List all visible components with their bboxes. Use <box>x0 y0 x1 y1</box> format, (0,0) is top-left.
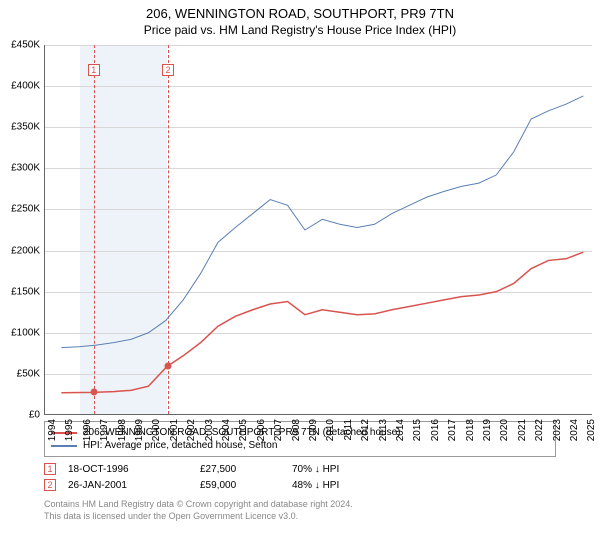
x-tick-label: 2021 <box>517 419 528 441</box>
x-tick-label: 1994 <box>47 419 58 441</box>
y-tick-label: £0 <box>29 410 40 421</box>
x-tick-label: 1999 <box>134 419 145 441</box>
sale-price: £59,000 <box>200 480 280 491</box>
license-line-2: This data is licensed under the Open Gov… <box>44 511 556 523</box>
x-tick-label: 2022 <box>534 419 545 441</box>
data-point-marker <box>90 389 97 396</box>
x-tick-label: 2011 <box>343 419 354 441</box>
y-tick-label: £400K <box>11 81 40 92</box>
y-tick-label: £100K <box>11 327 40 338</box>
y-tick-label: £450K <box>11 40 40 51</box>
x-tick-label: 2001 <box>169 419 180 441</box>
x-tick-label: 2013 <box>378 419 389 441</box>
x-tick-label: 2019 <box>482 419 493 441</box>
license-text: Contains HM Land Registry data © Crown c… <box>44 499 556 522</box>
x-tick-label: 2004 <box>221 419 232 441</box>
license-line-1: Contains HM Land Registry data © Crown c… <box>44 499 556 511</box>
page-subtitle: Price paid vs. HM Land Registry's House … <box>0 21 600 41</box>
y-tick-label: £350K <box>11 122 40 133</box>
sales-table: 1 18-OCT-1996 £27,500 70% ↓ HPI 2 26-JAN-2001… <box>44 461 556 493</box>
plot-area: 12 <box>44 45 592 415</box>
x-tick-label: 1997 <box>99 419 110 441</box>
x-tick-label: 2007 <box>273 419 284 441</box>
sale-pct: 48% ↓ HPI <box>292 480 392 491</box>
x-tick-label: 2024 <box>569 419 580 441</box>
x-tick-label: 2009 <box>308 419 319 441</box>
x-tick-label: 2012 <box>360 419 371 441</box>
sale-price: £27,500 <box>200 464 280 475</box>
sale-marker: 2 <box>44 479 56 491</box>
sale-date: 18-OCT-1996 <box>68 464 188 475</box>
y-tick-label: £150K <box>11 286 40 297</box>
x-tick-label: 1998 <box>117 419 128 441</box>
x-tick-label: 1995 <box>64 419 75 441</box>
x-tick-label: 2025 <box>586 419 597 441</box>
x-tick-label: 2000 <box>151 419 162 441</box>
x-tick-label: 2016 <box>430 419 441 441</box>
x-tick-label: 2002 <box>186 419 197 441</box>
y-tick-label: £200K <box>11 245 40 256</box>
x-tick-label: 2023 <box>552 419 563 441</box>
x-tick-label: 2005 <box>238 419 249 441</box>
x-tick-label: 2015 <box>412 419 423 441</box>
y-tick-label: £50K <box>17 368 40 379</box>
chart: 12 £0£50K£100K£150K£200K£250K£300K£350K£… <box>44 45 592 415</box>
x-tick-label: 2003 <box>204 419 215 441</box>
x-tick-label: 2010 <box>325 419 336 441</box>
chart-marker-box: 2 <box>162 64 174 76</box>
sale-pct: 70% ↓ HPI <box>292 464 392 475</box>
legend-label: HPI: Average price, detached house, Seft… <box>83 440 277 451</box>
chart-marker-box: 1 <box>88 64 100 76</box>
x-tick-label: 2018 <box>465 419 476 441</box>
sale-marker: 1 <box>44 463 56 475</box>
y-tick-label: £300K <box>11 163 40 174</box>
sale-row: 2 26-JAN-2001 £59,000 48% ↓ HPI <box>44 477 556 493</box>
sale-date: 26-JAN-2001 <box>68 480 188 491</box>
x-tick-label: 2020 <box>499 419 510 441</box>
page-title: 206, WENNINGTON ROAD, SOUTHPORT, PR9 7TN <box>0 0 600 21</box>
x-tick-label: 2017 <box>447 419 458 441</box>
data-point-marker <box>164 363 171 370</box>
y-tick-label: £250K <box>11 204 40 215</box>
x-tick-label: 1996 <box>82 419 93 441</box>
x-tick-label: 2014 <box>395 419 406 441</box>
sale-row: 1 18-OCT-1996 £27,500 70% ↓ HPI <box>44 461 556 477</box>
x-tick-label: 2006 <box>256 419 267 441</box>
x-tick-label: 2008 <box>291 419 302 441</box>
